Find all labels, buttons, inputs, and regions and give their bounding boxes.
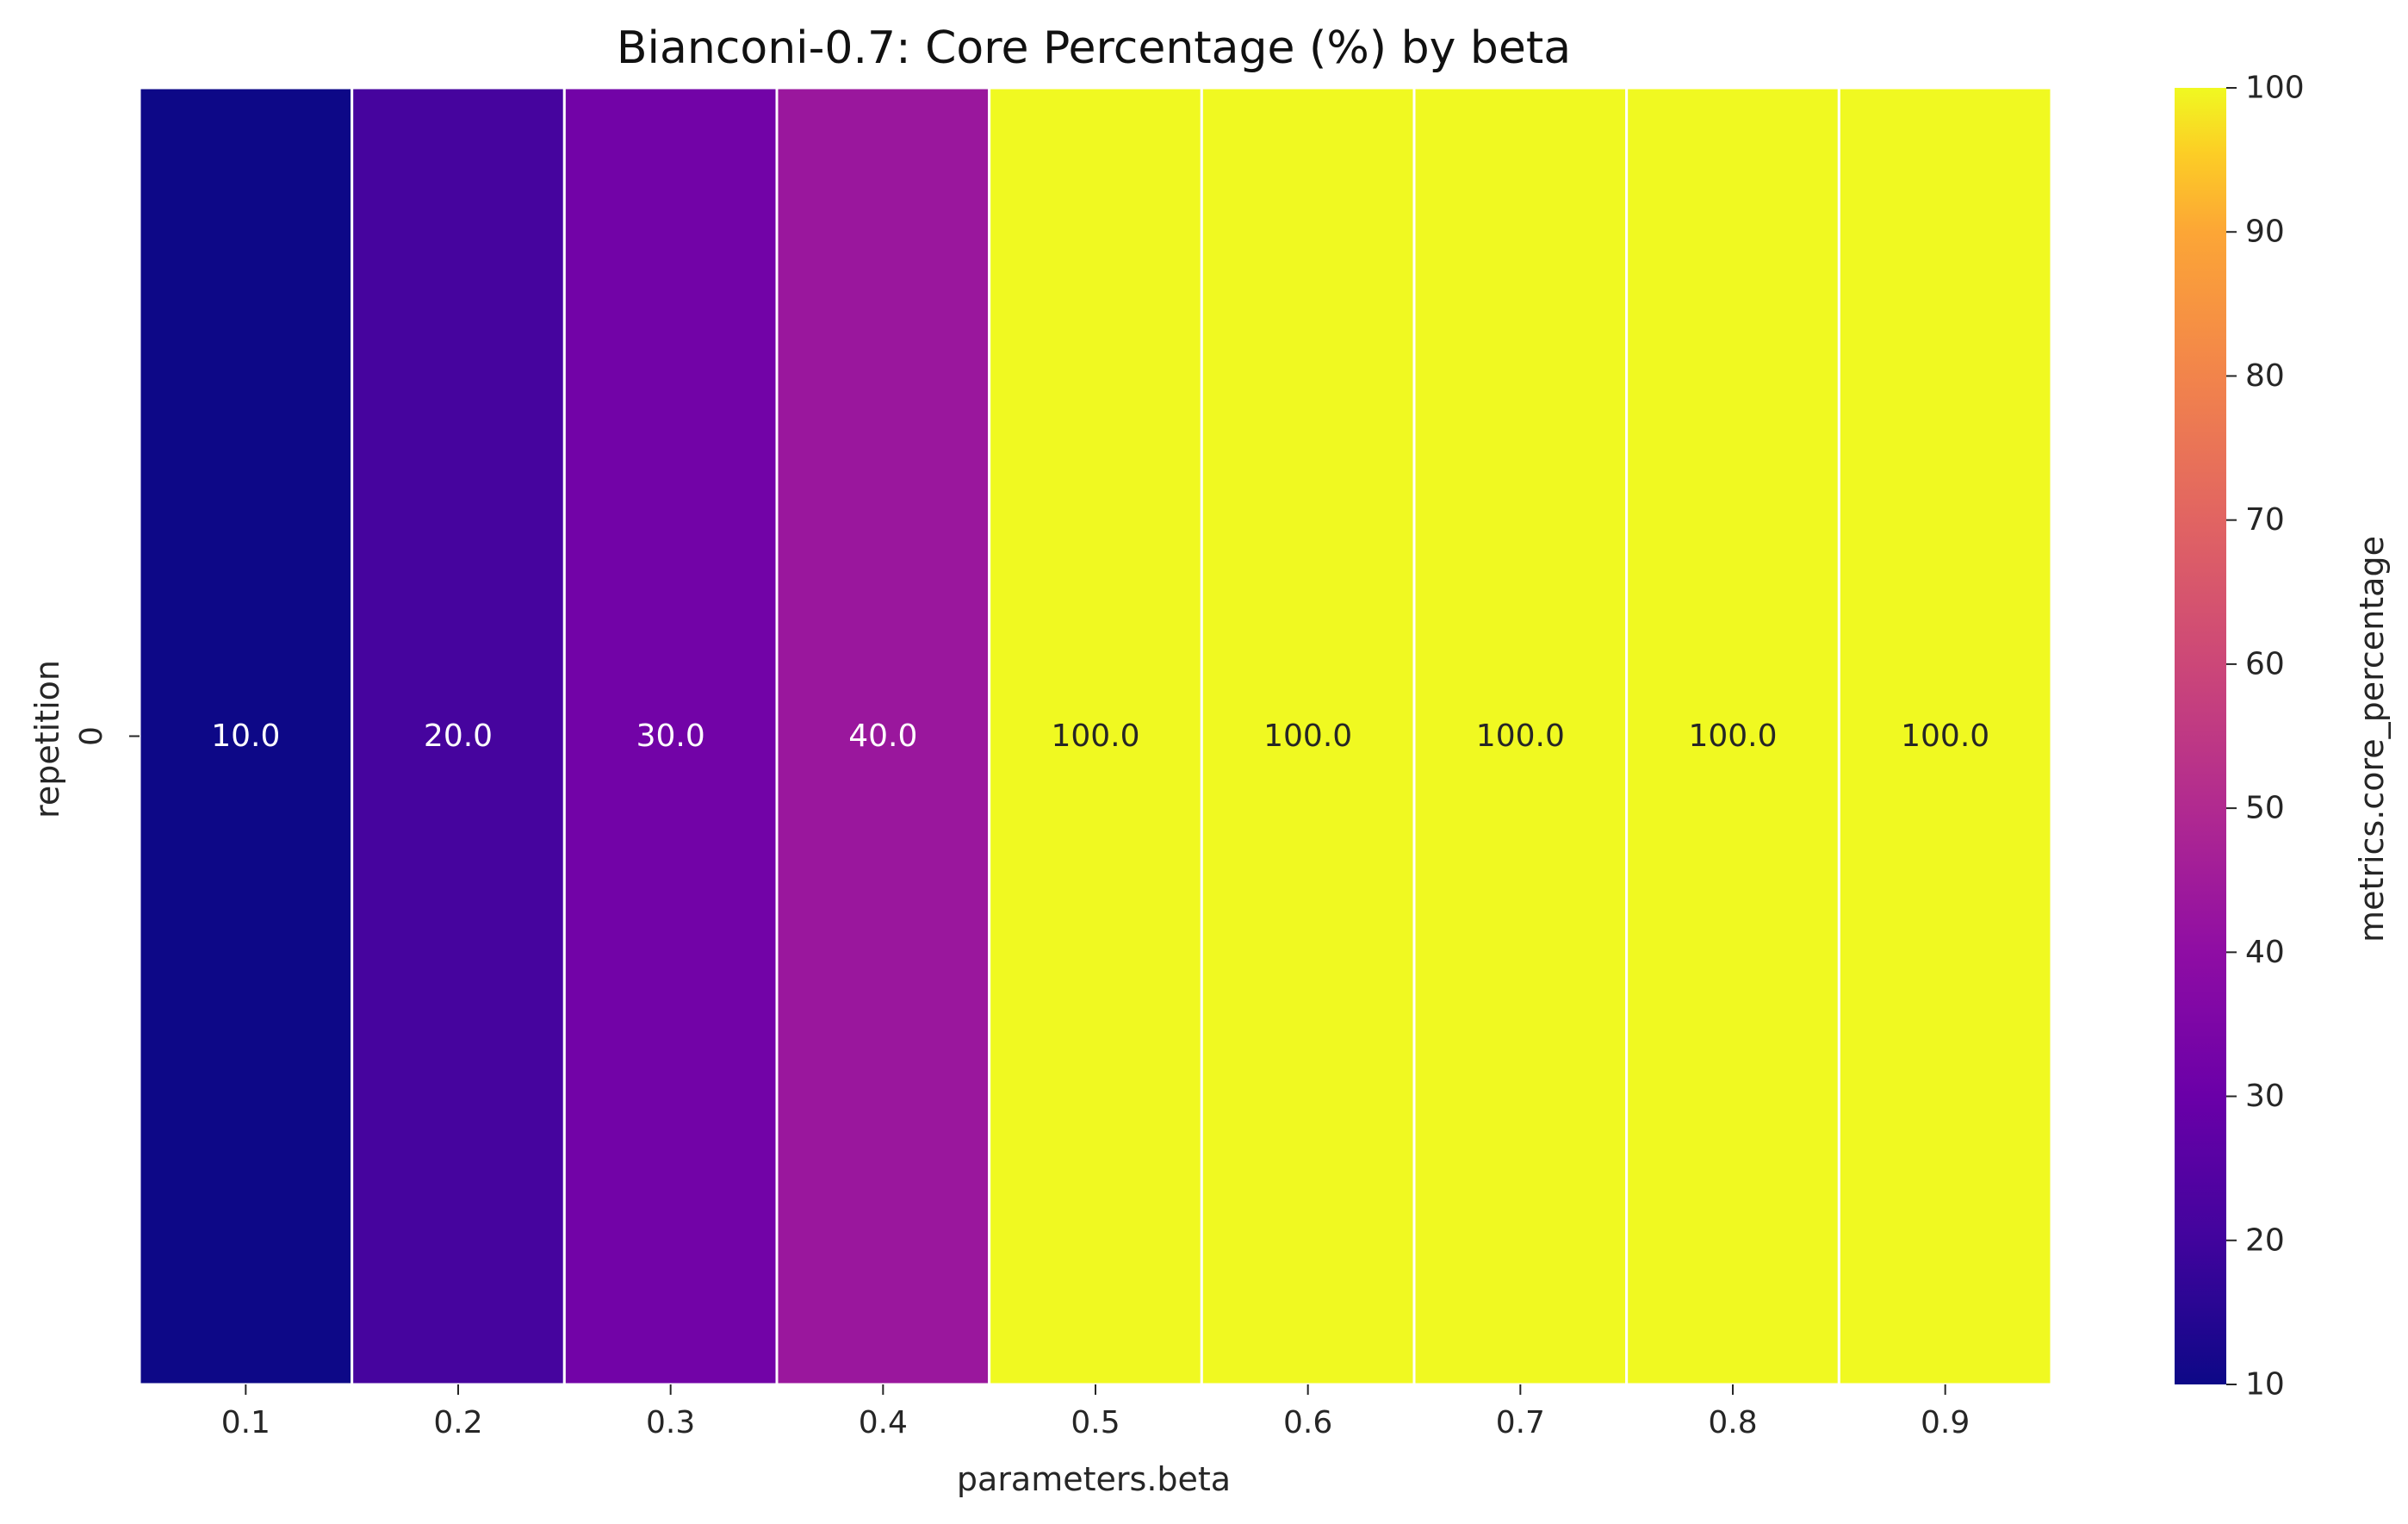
y-tick-label: 0	[74, 726, 109, 746]
x-tick-label: 0.9	[1921, 1405, 1970, 1440]
x-tick-label: 0.4	[859, 1405, 908, 1440]
chart-title: Bianconi-0.7: Core Percentage (%) by bet…	[617, 22, 1571, 74]
heatmap-cell-label: 100.0	[1688, 718, 1777, 754]
colorbar-tick-label: 90	[2245, 215, 2285, 250]
colorbar-tick-label: 70	[2245, 502, 2285, 538]
heatmap-cell-labels: 10.0 20.0 30.0 40.0 100.0 100.0 100.0 100.0 100.…	[211, 718, 1989, 754]
heatmap-cell-label: 100.0	[1051, 718, 1139, 754]
heatmap-cell-label: 30.0	[636, 718, 705, 754]
x-tick-label: 0.5	[1071, 1405, 1120, 1440]
heatmap-cell	[1200, 86, 1416, 1386]
heatmap-cell	[988, 86, 1203, 1386]
y-axis-label: repetition	[28, 660, 66, 818]
heatmap-cell	[562, 86, 779, 1386]
heatmap-cell-label: 10.0	[211, 718, 280, 754]
heatmap-cell	[138, 86, 354, 1386]
x-axis-ticks: 0.1 0.2 0.3 0.4 0.5 0.6 0.7 0.8 0.9	[221, 1384, 1970, 1440]
heatmap-cell-label: 100.0	[1263, 718, 1352, 754]
x-tick-label: 0.6	[1283, 1405, 1332, 1440]
colorbar-tick-label: 40	[2245, 935, 2285, 970]
heatmap-cell	[351, 86, 566, 1386]
heatmap-cell-label: 20.0	[424, 718, 493, 754]
x-tick-label: 0.3	[646, 1405, 695, 1440]
y-axis-ticks: 0	[74, 726, 140, 746]
heatmap-cell	[775, 86, 991, 1386]
colorbar-ticks: 10 20 30 40 50 60 70 80 90 100	[2226, 71, 2305, 1403]
colorbar-tick-label: 30	[2245, 1079, 2285, 1114]
heatmap-cell	[1625, 86, 1840, 1386]
x-tick-label: 0.1	[221, 1405, 270, 1440]
colorbar-tick-label: 50	[2245, 791, 2285, 826]
colorbar-label: metrics.core_percentage	[2353, 536, 2391, 942]
x-tick-label: 0.2	[433, 1405, 482, 1440]
heatmap-cell-label: 100.0	[1476, 718, 1565, 754]
colorbar-tick-label: 10	[2245, 1367, 2285, 1403]
heatmap-cell-label: 40.0	[848, 718, 917, 754]
x-tick-label: 0.8	[1708, 1405, 1757, 1440]
colorbar-tick-label: 60	[2245, 646, 2285, 681]
colorbar-tick-label: 100	[2245, 71, 2305, 106]
colorbar-tick-label: 80	[2245, 358, 2285, 394]
colorbar-tick-label: 20	[2245, 1222, 2285, 1258]
colorbar	[2175, 88, 2226, 1384]
heatmap-cell-label: 100.0	[1901, 718, 1989, 754]
x-axis-label: parameters.beta	[957, 1460, 1231, 1498]
x-tick-label: 0.7	[1496, 1405, 1545, 1440]
heatmap-cells	[138, 86, 2053, 1386]
